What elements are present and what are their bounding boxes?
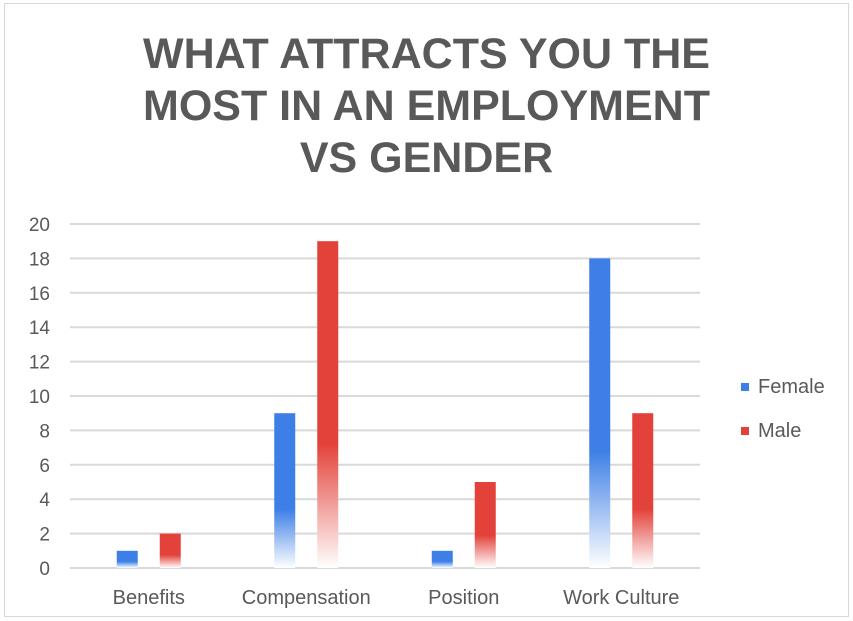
chart-title: WHAT ATTRACTS YOU THE MOST IN AN EMPLOYM… xyxy=(0,28,853,184)
y-tick-label: 0 xyxy=(39,559,50,580)
x-tick-label-position: Position xyxy=(428,587,499,609)
bars xyxy=(116,241,654,568)
bar-female-compensation xyxy=(274,413,296,568)
bar-male-benefits xyxy=(159,533,181,568)
legend: Female Male xyxy=(741,376,825,442)
legend-swatch-female xyxy=(741,383,749,391)
chart-title-line-3: VS GENDER xyxy=(299,134,554,182)
x-tick-label-benefits: Benefits xyxy=(113,587,185,609)
y-tick-label: 12 xyxy=(29,353,50,374)
bar-female-benefits xyxy=(116,550,138,568)
y-tick-label: 18 xyxy=(29,249,50,270)
bar-male-work-culture xyxy=(632,413,654,568)
chart-title-line-2: MOST IN AN EMPLOYMENT xyxy=(143,82,710,130)
y-tick-label: 4 xyxy=(39,490,50,511)
bar-female-work-culture xyxy=(589,258,611,568)
y-tick-label: 6 xyxy=(39,456,50,477)
y-tick-label: 10 xyxy=(29,387,50,408)
chart-title-line-1: WHAT ATTRACTS YOU THE xyxy=(143,30,710,78)
y-tick-label: 2 xyxy=(39,525,50,546)
x-tick-label-work-culture: Work Culture xyxy=(563,587,679,609)
y-tick-label: 16 xyxy=(29,284,50,305)
bar-female-position xyxy=(431,550,453,568)
y-tick-label: 14 xyxy=(29,318,51,339)
legend-label-male: Male xyxy=(758,420,801,442)
bar-male-compensation xyxy=(317,241,339,568)
x-tick-label-compensation: Compensation xyxy=(242,587,371,609)
chart-frame xyxy=(4,3,849,617)
legend-swatch-male xyxy=(741,427,749,435)
legend-label-female: Female xyxy=(758,376,825,398)
x-axis-ticks: Benefits Compensation Position Work Culture xyxy=(113,587,680,609)
y-tick-label: 8 xyxy=(39,421,50,442)
y-axis-ticks: 0 2 4 6 8 10 12 14 16 18 20 xyxy=(29,215,51,580)
y-tick-label: 20 xyxy=(29,215,50,236)
bar-male-position xyxy=(474,482,496,568)
